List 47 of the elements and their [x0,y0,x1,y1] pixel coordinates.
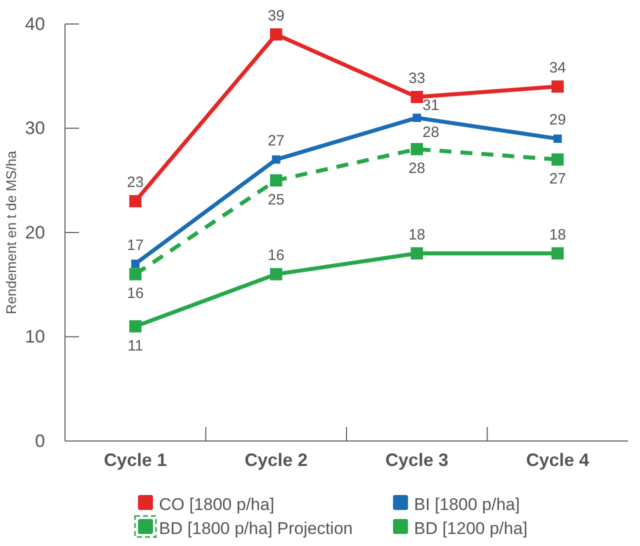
point [410,142,423,156]
legend-label: BD [1800 p/ha] Projection [159,519,353,538]
point [553,134,562,143]
legend-label: BD [1200 p/ha] [414,519,528,538]
x-tick-label: Cycle 4 [526,450,590,470]
y-axis-title: Rendement en t de MS/ha [3,150,19,314]
x-tick-label: Cycle 3 [385,450,448,470]
x-tick-label: Cycle 1 [104,450,167,470]
point [552,153,564,166]
point [129,268,142,280]
x-tick-label: Cycle 2 [244,450,308,470]
data-label: 17 [127,236,144,254]
point [129,195,142,208]
data-label: 29 [549,112,566,129]
point [270,268,282,280]
legend-label: CO [1800 p/ha] [159,495,274,514]
legend-label: BI [1800 p/ha] [414,495,520,514]
y-tick-label: 20 [24,222,45,242]
data-label: 31 [422,96,440,114]
annotation: 28 [408,160,426,178]
data-label: 33 [408,70,426,87]
data-label: 28 [422,124,440,142]
data-label: 39 [268,7,284,24]
data-label: 11 [128,337,144,354]
data-label: 16 [268,247,284,264]
data-label: 25 [268,191,284,208]
y-tick-label: 0 [34,430,45,451]
point [270,174,282,186]
data-label: 18 [549,226,566,244]
point [129,320,142,332]
point [131,260,140,268]
data-label: 23 [127,174,144,192]
data-label: 16 [127,285,144,302]
point [412,114,422,122]
point [410,90,423,104]
data-label: 27 [549,170,566,188]
point [552,80,564,93]
data-label: 18 [408,226,426,244]
y-tick-label: 40 [24,14,45,34]
point [272,155,280,164]
y-tick-label: 30 [24,118,45,138]
point [552,247,564,260]
y-tick-label: 10 [24,326,45,347]
data-label: 34 [549,60,566,77]
data-label: 27 [268,132,284,150]
point [410,247,423,260]
point [270,28,282,41]
